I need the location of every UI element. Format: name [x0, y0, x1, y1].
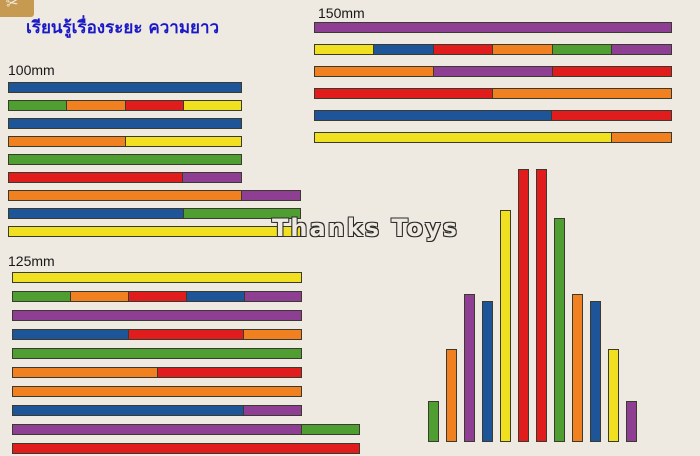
- chart-bar: [590, 301, 601, 442]
- rod-segment-yellow: [182, 101, 241, 110]
- rod-segment-yellow: [315, 45, 374, 54]
- rod-segment-blue: [185, 292, 244, 301]
- rod-segment-orange: [13, 368, 157, 377]
- rod-segment-red: [124, 101, 183, 110]
- chart-bar: [482, 301, 493, 442]
- rod-segment-yellow: [9, 227, 300, 236]
- rod-segment-orange: [315, 67, 433, 76]
- rod-row: [12, 272, 303, 283]
- rod-row: [8, 118, 242, 129]
- rod-segment-yellow: [13, 273, 302, 282]
- rod-row: [8, 154, 242, 165]
- rod-row: [8, 208, 301, 219]
- rod-row: [8, 100, 242, 111]
- rod-segment-red: [127, 330, 244, 339]
- rod-segment-blue: [373, 45, 433, 54]
- rod-segment-orange: [610, 133, 671, 142]
- rod-row: [12, 348, 303, 359]
- rod-row: [12, 367, 303, 378]
- rod-segment-red: [9, 173, 183, 182]
- chart-bar: [518, 169, 529, 442]
- chart-bar: [446, 349, 457, 442]
- rod-segment-red: [156, 368, 302, 377]
- chart-bar: [428, 401, 439, 442]
- rod-segment-orange: [492, 45, 552, 54]
- rod-segment-yellow: [124, 137, 241, 146]
- rod-segment-red: [551, 111, 671, 120]
- section-label-125mm: 125mm: [8, 253, 55, 269]
- rod-segment-orange: [13, 387, 302, 396]
- chart-bar: [626, 401, 637, 442]
- rod-segment-red: [13, 444, 360, 453]
- page-title: เรียนรู้เรื่องระยะ ความยาว: [26, 18, 220, 38]
- rod-segment-purple: [611, 45, 671, 54]
- rod-segment-purple: [182, 173, 241, 182]
- rod-segment-orange: [9, 191, 241, 200]
- section-label-150mm: 150mm: [318, 5, 365, 21]
- chart-bar: [536, 169, 547, 442]
- rod-segment-blue: [9, 83, 241, 92]
- corner-logo: ✂: [0, 0, 34, 17]
- rod-segment-green: [13, 349, 302, 358]
- rod-row: [12, 386, 303, 397]
- chart-bar: [554, 218, 565, 442]
- rod-segment-orange: [69, 292, 128, 301]
- rod-segment-blue: [9, 209, 183, 218]
- rod-segment-orange: [66, 101, 125, 110]
- rod-segment-blue: [9, 119, 241, 128]
- rod-row: [8, 172, 242, 183]
- rod-segment-purple: [315, 23, 671, 32]
- rod-segment-purple: [13, 311, 302, 320]
- rod-segment-red: [551, 67, 671, 76]
- rod-row: [314, 88, 672, 99]
- rod-segment-red: [432, 45, 493, 54]
- rod-segment-yellow: [315, 133, 611, 142]
- rod-segment-orange: [492, 89, 671, 98]
- rod-row: [314, 44, 672, 55]
- rod-segment-blue: [315, 111, 552, 120]
- rod-segment-purple: [240, 191, 300, 200]
- rod-row: [8, 136, 242, 147]
- rod-segment-purple: [432, 67, 552, 76]
- rod-segment-green: [13, 292, 70, 301]
- rod-row: [314, 22, 672, 33]
- chart-bar: [608, 349, 619, 442]
- bar-chart: [424, 150, 660, 442]
- rod-row: [8, 226, 301, 237]
- rod-row: [314, 110, 672, 121]
- section-label-100mm: 100mm: [8, 62, 55, 78]
- rod-segment-orange: [9, 137, 125, 146]
- rod-segment-red: [315, 89, 493, 98]
- logo-glyph: ✂: [4, 0, 20, 13]
- rod-row: [12, 405, 303, 416]
- rod-segment-green: [9, 155, 241, 164]
- rod-segment-green: [551, 45, 612, 54]
- rod-segment-orange: [243, 330, 302, 339]
- rod-row: [314, 132, 672, 143]
- rod-row: [8, 82, 242, 93]
- rod-row: [12, 443, 361, 454]
- rod-segment-blue: [13, 330, 128, 339]
- chart-bar: [464, 294, 475, 442]
- rod-row: [12, 291, 303, 302]
- rod-segment-green: [9, 101, 67, 110]
- chart-bar: [500, 210, 511, 442]
- rod-segment-red: [127, 292, 186, 301]
- rod-row: [12, 424, 361, 435]
- rod-segment-purple: [13, 425, 301, 434]
- rod-segment-purple: [243, 292, 302, 301]
- rod-row: [12, 329, 303, 340]
- rod-segment-green: [300, 425, 360, 434]
- rod-segment-purple: [242, 406, 302, 415]
- rod-row: [8, 190, 301, 201]
- rod-row: [12, 310, 303, 321]
- rod-segment-green: [182, 209, 300, 218]
- chart-bar: [572, 294, 583, 442]
- rod-segment-blue: [13, 406, 243, 415]
- rod-row: [314, 66, 672, 77]
